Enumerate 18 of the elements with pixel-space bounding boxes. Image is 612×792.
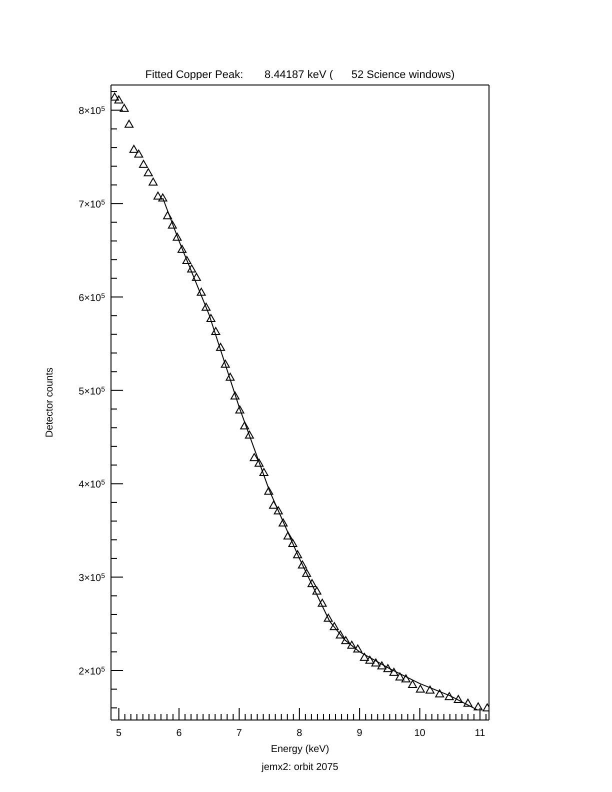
text: jemx2: orbit 2075 <box>260 762 339 773</box>
y-tick-label: 8×10$^{5}$ <box>78 106 106 118</box>
y-tick-label: 6×10$^{5}$ <box>78 292 106 304</box>
y-tick-label: 7×10$^{5}$ <box>78 199 106 211</box>
y-tick-label: 3×10$^{5}$ <box>78 572 106 584</box>
x-tick-label: 10 <box>414 728 426 739</box>
chart-title: Fitted Copper Peak: 8.44187 keV ( 52 Science windows) <box>145 69 455 81</box>
y-axis-title: Detector counts <box>44 367 56 438</box>
x-axis-title: Energy (keV) <box>270 744 330 755</box>
x-tick-label: 8 <box>296 728 303 739</box>
x-tick-label: 11 <box>474 728 486 739</box>
x-tick-label: 9 <box>356 728 363 739</box>
y-tick-label: 2×10$^{5}$ <box>78 666 106 678</box>
x-tick-label: 5 <box>116 728 122 739</box>
x-tick-label: 7 <box>236 728 242 739</box>
y-tick-label: 4×10$^{5}$ <box>78 479 106 491</box>
x-tick-label: 6 <box>176 728 182 739</box>
y-tick-label: 5×10$^{5}$ <box>78 386 106 398</box>
